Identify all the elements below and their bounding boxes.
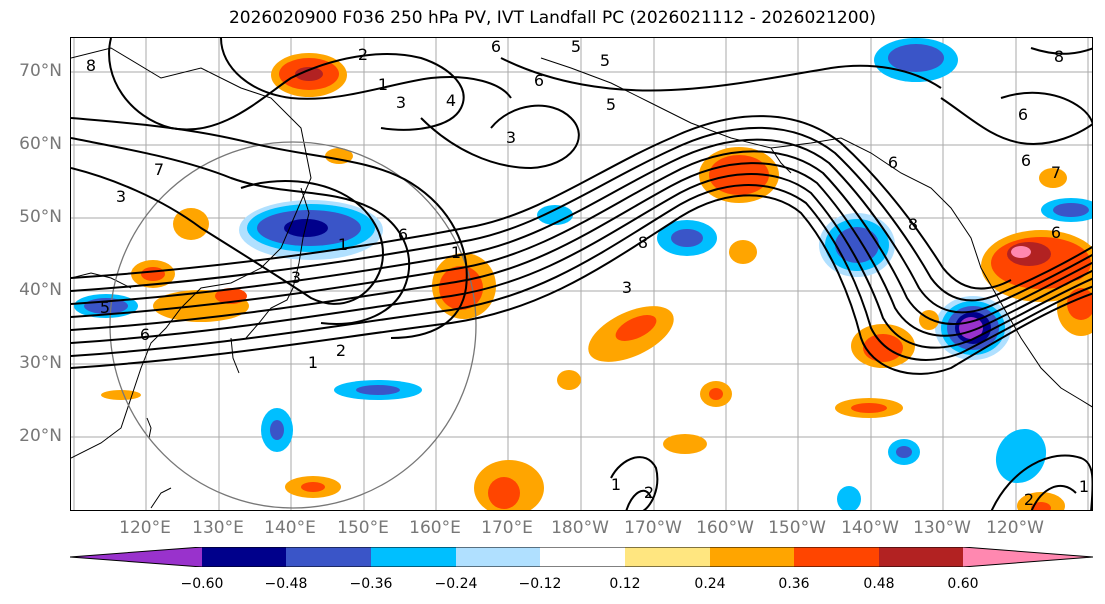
lon-label-170w: 170°W: [624, 518, 682, 538]
colorbar-segment: [540, 547, 625, 567]
colorbar-tick: 0.60: [947, 576, 979, 592]
colorbar-segment: [456, 547, 540, 567]
colorbar-tick: 0.48: [863, 576, 895, 592]
lon-label-140e: 140°E: [264, 518, 316, 538]
contour-label: 1: [308, 353, 318, 372]
lat-label-60n: 60°N: [19, 134, 62, 154]
contour-label: 1: [338, 235, 348, 254]
ivt-pc-shading: [74, 38, 1092, 510]
colorbar-segment: [202, 547, 286, 567]
lat-label-20n: 20°N: [19, 426, 62, 446]
colorbar-tick: −0.24: [434, 576, 478, 592]
contour-label: 8: [86, 56, 96, 75]
map-panel: 8 2 1 4 6 5 3 6 5 5 8 3 3 7 6 1 3 1 2 1 …: [70, 37, 1093, 511]
landfall-radius-circle: [109, 141, 477, 509]
colorbar-segment: [286, 547, 371, 567]
lon-label-120e: 120°E: [119, 518, 171, 538]
contour-label: 6: [1018, 105, 1028, 124]
contour-label: 1: [1079, 477, 1089, 496]
contour-label: 8: [638, 233, 648, 252]
colorbar-segment: [879, 547, 963, 567]
contour-label: 3: [116, 187, 126, 206]
contour-label: 6: [1021, 151, 1031, 170]
lon-label-150w: 150°W: [768, 518, 826, 538]
colorbar-extend-high: [963, 547, 1093, 567]
contour-label: 2: [1024, 490, 1034, 509]
contour-label: 1: [451, 243, 461, 262]
contour-label: 7: [1051, 163, 1061, 182]
contour-label: 6: [491, 38, 501, 56]
lon-label-120w: 120°W: [986, 518, 1044, 538]
contour-label: 6: [140, 325, 150, 344]
contour-label: 7: [154, 160, 164, 179]
contour-label: 3: [396, 93, 406, 112]
lon-label-160e: 160°E: [409, 518, 461, 538]
lon-label-130e: 130°E: [192, 518, 244, 538]
contour-label: 2: [358, 45, 368, 64]
lat-label-30n: 30°N: [19, 353, 62, 373]
colorbar-tick: −0.48: [264, 576, 308, 592]
colorbar-tick: −0.60: [180, 576, 224, 592]
map-canvas: 8 2 1 4 6 5 3 6 5 5 8 3 3 7 6 1 3 1 2 1 …: [71, 38, 1092, 510]
contour-label: 4: [446, 91, 456, 110]
colorbar-tick: −0.12: [518, 576, 562, 592]
contour-label: 2: [336, 341, 346, 360]
colorbar-tick: 0.24: [694, 576, 726, 592]
lon-label-180w: 180°W: [551, 518, 609, 538]
contour-label: 3: [291, 268, 301, 287]
colorbar-extend-low: [70, 547, 202, 567]
lat-label-40n: 40°N: [19, 280, 62, 300]
lat-label-50n: 50°N: [19, 207, 62, 227]
contour-label: 5: [606, 95, 616, 114]
colorbar-segment: [794, 547, 879, 567]
colorbar-tick: −0.36: [349, 576, 393, 592]
contour-label-group: 8 2 1 4 6 5 3 6 5 5 8 3 3 7 6 1 3 1 2 1 …: [86, 38, 1089, 509]
graticule: [71, 38, 1092, 510]
lon-label-130w: 130°W: [913, 518, 971, 538]
contour-label: 6: [1051, 223, 1061, 242]
contour-label: 5: [600, 51, 610, 70]
contour-label: 5: [571, 38, 581, 56]
colorbar-segment: [710, 547, 794, 567]
lon-label-150e: 150°E: [337, 518, 389, 538]
contour-label: 6: [888, 153, 898, 172]
contour-label: 2: [644, 483, 654, 502]
lon-label-140w: 140°W: [841, 518, 899, 538]
map-title: 2026020900 F036 250 hPa PV, IVT Landfall…: [228, 8, 876, 28]
colorbar-tick: 0.12: [609, 576, 641, 592]
pv-contours: [71, 38, 1092, 510]
colorbar-tick: 0.36: [778, 576, 810, 592]
lon-label-160w: 160°W: [696, 518, 754, 538]
contour-label: 8: [1054, 47, 1064, 66]
contour-label: 1: [611, 475, 621, 494]
contour-label: 3: [622, 278, 632, 297]
contour-label: 3: [506, 128, 516, 147]
contour-label: 6: [398, 225, 408, 244]
lat-label-70n: 70°N: [19, 61, 62, 81]
coastlines: [71, 47, 1092, 509]
lon-label-170e: 170°E: [481, 518, 533, 538]
contour-label: 6: [534, 71, 544, 90]
colorbar: [70, 547, 1093, 567]
contour-label: 5: [100, 298, 110, 317]
colorbar-segment: [371, 547, 456, 567]
colorbar-segment: [625, 547, 710, 567]
contour-label: 1: [378, 75, 388, 94]
contour-label: 8: [908, 215, 918, 234]
